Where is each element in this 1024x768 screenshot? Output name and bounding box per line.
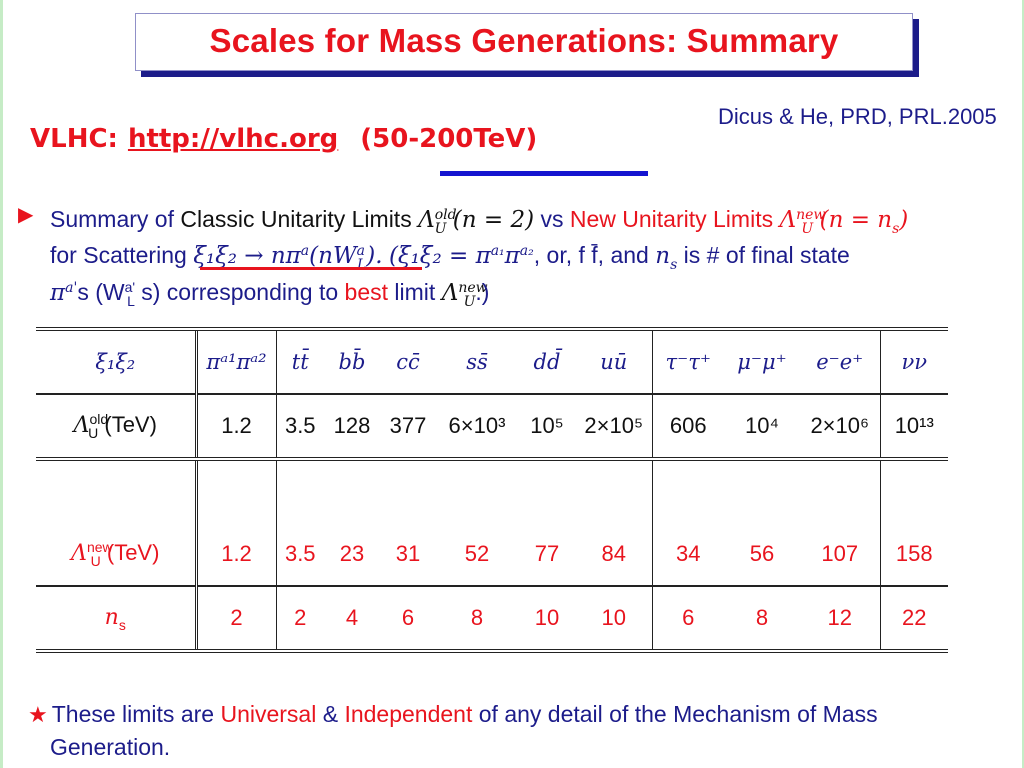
table-cell: 10: [534, 605, 560, 630]
table-cell: 84: [576, 523, 653, 586]
summary-line-1: Summary of Classic Unitarity Limits Λold…: [50, 197, 908, 247]
final-state-text: is # of final state: [683, 242, 850, 268]
title-box: Scales for Mass Generations: Summary: [135, 13, 913, 71]
vlhc-energy-range: (50-200TeV): [360, 124, 538, 154]
initial-state-def: (ξ₁ξ₂ = πa₁πa₂: [388, 243, 534, 269]
ns-symbol: ns: [655, 243, 678, 273]
table-cell: 4: [345, 605, 359, 630]
header-cell: τ⁻τ⁺: [665, 350, 711, 374]
row-label-lambda-new: ΛnewU (TeV): [36, 523, 198, 586]
summary-text: Summary of: [50, 206, 174, 232]
header-cell: μ⁻μ⁺: [737, 350, 787, 374]
corresponding-text: s) corresponding to: [141, 279, 339, 305]
vs-text: vs: [540, 206, 564, 232]
header-cell: ξ₁ξ₂: [36, 329, 198, 394]
table-cell: 3.5: [284, 413, 316, 438]
table-row-lambda-new: ΛnewU (TeV) 1.2 3.5 23 31 52 77 84 34 56…: [36, 523, 948, 586]
lambda-new-symbol-2: ΛnewU: [441, 280, 488, 310]
table-cell: 10⁵: [530, 413, 564, 438]
table-row-ns: ns 2 2 4 6 8 10 10 6 8 12 22: [36, 586, 948, 651]
or-ff-text: , or, f f̄, and: [533, 242, 649, 268]
header-cell: ss̄: [466, 350, 488, 374]
red-underline: [200, 267, 422, 270]
triangle-bullet-icon: ▶: [18, 204, 34, 226]
footer-note: ★ These limits are Universal & Independen…: [28, 698, 1018, 763]
table-cell: 107: [800, 523, 881, 586]
table-cell: 606: [669, 413, 707, 438]
table-cell: 77: [534, 541, 560, 566]
blue-underline-bar: [440, 171, 648, 176]
vlhc-link[interactable]: http://vlhc.org: [127, 124, 339, 154]
table-cell: 6×10³: [448, 413, 506, 438]
table-cell: 128: [333, 413, 371, 438]
footer-line-2: Generation.: [50, 734, 171, 760]
table-cell: 56: [749, 541, 775, 566]
row-label-ns: ns: [36, 586, 198, 651]
table-cell: 6: [401, 605, 415, 630]
footer-line-1: ★ These limits are Universal & Independen…: [28, 701, 878, 727]
lambda-new-symbol: ΛnewU: [779, 207, 826, 237]
table-cell: 22: [902, 605, 927, 630]
table-cell: 1.2: [196, 523, 277, 586]
table-cell: 2: [294, 605, 307, 630]
summary-line-3: πa's (Wa'L s) corresponding to best limi…: [50, 269, 489, 320]
table-cell: 23: [339, 541, 365, 566]
table-cell: 2: [196, 586, 277, 651]
citation: Dicus & He, PRD, PRL.2005: [718, 104, 997, 129]
header-cell: bb̄: [338, 350, 366, 374]
table-cell: 52: [464, 541, 490, 566]
table-gap-row: [36, 459, 948, 523]
table-cell: 31: [395, 541, 421, 566]
lambda-old-symbol: ΛoldU: [418, 207, 457, 237]
row-label-lambda-old: ΛoldU (TeV): [36, 394, 198, 459]
classic-limits-text: Classic Unitarity Limits: [180, 206, 412, 232]
table-cell: 10⁴: [745, 413, 779, 438]
table-cell: 10¹³: [894, 413, 934, 438]
table-cell: 1.2: [196, 394, 277, 459]
table-cell: 158: [895, 541, 933, 566]
n-equals-2: (n = 2): [452, 207, 535, 233]
header-cell: tt̄: [291, 350, 309, 374]
for-scattering-text: for Scattering: [50, 242, 187, 268]
header-cell: e⁻e⁺: [800, 329, 881, 394]
right-edge-stripe: [1022, 0, 1024, 768]
table-cell: 2×10⁶: [800, 394, 881, 459]
w-prime-text: s (Wa'L: [77, 279, 136, 309]
independent-text: Independent: [344, 701, 473, 727]
vlhc-label: VLHC:: [30, 124, 118, 154]
left-edge-stripe: [0, 0, 3, 768]
closing-paren: .): [475, 279, 490, 305]
table-cell: 12: [800, 586, 881, 651]
table-cell: 8: [470, 605, 484, 630]
header-cell: cc̄: [396, 350, 420, 374]
table-cell: 34: [676, 541, 701, 566]
universal-text: Universal: [220, 701, 317, 727]
table-header-row: ξ₁ξ₂ πᵃ¹πᵃ² tt̄ bb̄ cc̄ ss̄ dd̄ uū τ⁻τ⁺ …: [36, 329, 948, 394]
scattering-process: ξ₁ξ₂ → nπa(nWaL).: [193, 243, 383, 273]
table-row-lambda-old: ΛoldU (TeV) 1.2 3.5 128 377 6×10³ 10⁵ 2×…: [36, 394, 948, 459]
pi-prime-symbol: πa': [50, 280, 78, 306]
table-cell: 8: [755, 605, 769, 630]
table-cell: 10: [576, 586, 653, 651]
n-equals-ns: (n = ns): [819, 207, 909, 237]
summary-line-2: for Scattering ξ₁ξ₂ → nπa(nWaL). (ξ₁ξ₂ =…: [50, 233, 850, 283]
table-cell: 6: [682, 605, 695, 630]
table-cell: 2×10⁵: [576, 394, 653, 459]
new-limits-text: New Unitarity Limits: [569, 206, 774, 232]
slide-title: Scales for Mass Generations: Summary: [209, 22, 839, 59]
header-cell: πᵃ¹πᵃ²: [196, 329, 277, 394]
header-cell: uū: [576, 329, 653, 394]
limits-table: ξ₁ξ₂ πᵃ¹πᵃ² tt̄ bb̄ cc̄ ss̄ dd̄ uū τ⁻τ⁺ …: [36, 327, 948, 653]
table-cell: 377: [389, 413, 427, 438]
header-cell: dd̄: [533, 350, 561, 374]
star-bullet-icon: ★: [28, 702, 48, 727]
limits-table-wrap: ξ₁ξ₂ πᵃ¹πᵃ² tt̄ bb̄ cc̄ ss̄ dd̄ uū τ⁻τ⁺ …: [36, 327, 948, 653]
best-text: best: [344, 279, 389, 305]
table-cell: 3.5: [284, 541, 316, 566]
header-cell: νν: [901, 350, 928, 374]
limit-text: limit: [394, 279, 436, 305]
vlhc-line: VLHC: http://vlhc.org (50-200TeV): [30, 124, 537, 154]
